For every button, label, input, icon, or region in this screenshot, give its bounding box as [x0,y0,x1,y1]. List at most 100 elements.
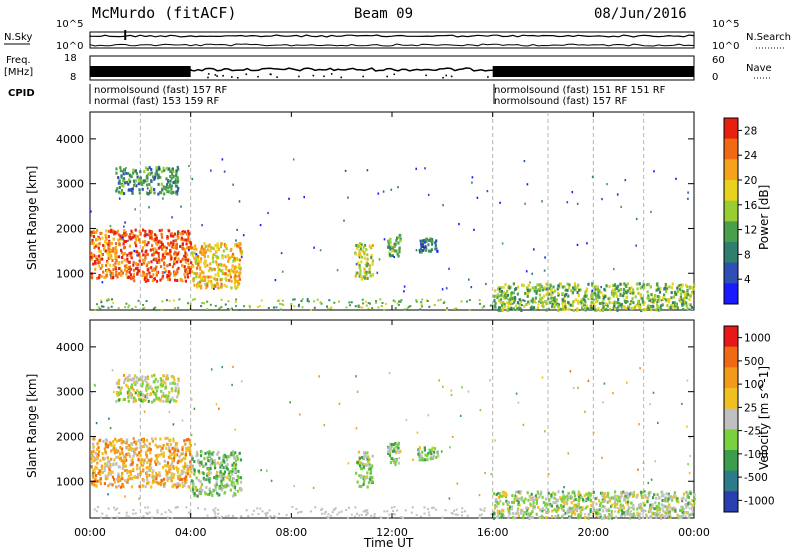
echo-cell [157,254,160,258]
echo-cell [119,182,122,186]
echo-cell [209,262,212,266]
echo-cell [160,378,163,382]
echo-cell [605,308,608,311]
y-tick-label: 2000 [56,222,84,235]
echo-cell [176,382,179,386]
echo-cell [621,512,624,516]
echo-cell [434,244,437,248]
nave-point [298,75,300,78]
nave-point [236,76,239,79]
echo-cell [230,480,233,484]
echo-cell [115,273,118,277]
echo-cell [165,469,168,473]
echo-cell [556,505,559,509]
echo-cell [531,297,534,301]
echo-cell [131,461,134,464]
echo-cell [166,190,169,194]
noise-cell [675,177,677,180]
echo-cell [364,453,367,457]
echo-cell [141,382,144,385]
ground-scatter-cell [479,508,482,511]
ground-scatter-cell [617,301,619,304]
echo-cell [104,477,107,481]
echo-cell [125,264,128,268]
echo-cell [183,265,186,269]
echo-cell [554,501,557,505]
echo-cell [626,289,629,293]
ground-scatter-cell [114,509,117,511]
ground-scatter-cell [665,514,668,516]
echo-cell [134,399,137,403]
echo-cell [515,496,518,500]
echo-cell [149,468,152,472]
echo-cell [172,234,175,238]
echo-cell [431,446,434,450]
echo-cell [176,176,179,180]
echo-cell [358,264,361,268]
echo-cell [619,503,622,507]
echo-cell [158,471,161,475]
power-colorbar-segment [724,262,738,284]
echo-cell [655,308,658,312]
x-tick-label: 04:00 [175,526,207,539]
echo-cell [686,503,689,507]
echo-cell [238,258,242,262]
noise-cell [190,398,193,401]
echo-cell [125,171,128,175]
echo-cell [128,178,131,182]
echo-cell [577,513,580,517]
noise-cell [158,167,160,170]
echo-cell [220,479,223,483]
echo-cell [115,455,118,459]
noise-cell [544,430,546,433]
ground-scatter-cell [264,512,267,515]
echo-cell [232,461,235,465]
echo-cell [202,247,205,251]
echo-cell [175,246,178,249]
echo-cell [169,190,172,194]
echo-cell [429,450,432,454]
ground-scatter-cell [256,507,259,510]
ground-scatter-cell [665,509,668,511]
echo-cell [141,249,144,253]
ground-scatter-cell [252,509,255,512]
echo-cell [119,391,122,395]
echo-cell [117,238,120,242]
echo-cell [155,389,159,393]
echo-cell [583,298,586,302]
power-colorbar-tick-label: 16 [744,200,758,212]
echo-cell [223,283,226,287]
echo-cell [577,516,580,520]
echo-cell [546,511,549,515]
echo-cell [130,236,133,240]
echo-cell [660,503,663,507]
echo-cell [661,514,664,518]
noise-cell [687,191,689,194]
echo-cell [126,180,129,184]
echo-cell [606,304,609,308]
ground-scatter-cell [314,506,317,509]
echo-cell [616,502,619,506]
echo-cell [160,242,164,246]
x-tick-label: 16:00 [477,526,509,539]
echo-cell [167,252,170,256]
ground-scatter-cell [658,511,661,514]
ground-scatter-cell [673,307,676,310]
echo-cell [223,475,226,478]
echo-cell [424,248,427,252]
echo-cell [231,450,234,454]
echo-cell [640,493,643,497]
echo-cell [399,449,402,453]
echo-cell [132,272,135,276]
echo-cell [679,515,682,519]
ground-scatter-cell [616,506,619,509]
ground-scatter-cell [571,509,574,512]
echo-cell [573,288,576,292]
echo-cell [576,285,579,289]
noise-cell [586,242,588,245]
echo-cell [158,261,161,264]
echo-cell [370,246,373,250]
echo-cell [492,492,496,496]
echo-cell [166,442,169,446]
echo-cell [215,255,218,258]
